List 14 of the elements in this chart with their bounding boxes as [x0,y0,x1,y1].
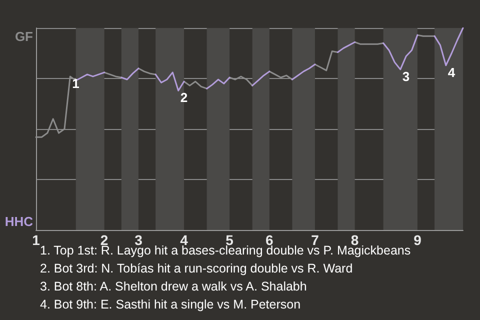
x-tick-label: 1 [32,232,40,248]
x-tick-label: 7 [311,232,320,248]
annotation: 4 [448,64,456,80]
x-tick-label: 8 [350,232,359,248]
text: 4. Bot 9th: E. Sasthi hit a single vs M. Peterson [40,298,301,312]
text: 2. Bot 3rd: N. Tobías hit a run-scoring double vs R. Ward [40,262,353,276]
x-tick-label: 3 [134,232,143,248]
annotation: 1 [72,76,80,91]
x-tick-label: 9 [414,232,422,248]
text: HHC [4,214,34,229]
text: GF [14,29,34,44]
annotation: 3 [402,68,410,84]
annotation: 2 [180,90,188,106]
text: 3. Bot 8th: A. Shelton drew a walk vs A. Shalabh [40,280,307,294]
